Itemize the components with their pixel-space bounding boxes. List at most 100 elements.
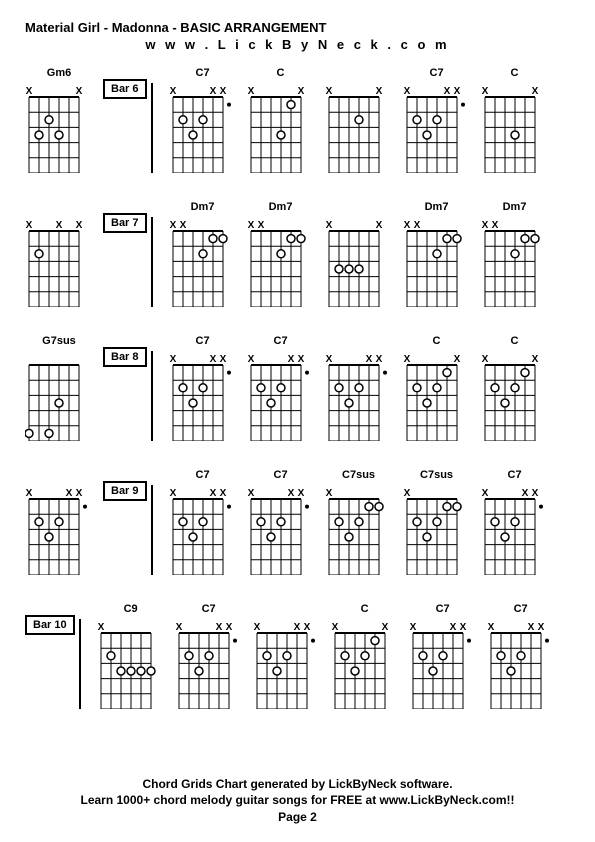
bar-line <box>79 619 81 709</box>
svg-text:X: X <box>26 220 33 231</box>
chord-row: XXXBar 9C7XXXC7XXXC7susXC7susXC7XXX <box>25 469 570 575</box>
chord-grid: XXX <box>247 485 315 575</box>
chord-box: CXX <box>481 67 549 173</box>
bar-label: Bar 9 <box>103 481 147 501</box>
svg-text:X: X <box>209 86 216 97</box>
chord-box: C7XXX <box>169 469 237 575</box>
bar-separator: Bar 6 <box>103 67 159 173</box>
chord-box: C XX <box>247 67 315 173</box>
chord-grid: XX <box>481 83 549 173</box>
svg-text:X: X <box>209 488 216 499</box>
chord-box: C7XXX <box>481 469 549 575</box>
svg-text:X: X <box>169 220 176 231</box>
chord-grid: XXX <box>253 619 321 709</box>
svg-text:X: X <box>76 86 83 97</box>
chord-name: C7sus <box>420 469 453 483</box>
svg-text:X: X <box>537 622 544 633</box>
chord-grid: XX <box>25 83 93 173</box>
chord-name: Dm7 <box>191 201 215 215</box>
svg-text:X: X <box>287 488 294 499</box>
bar-line <box>151 485 153 575</box>
chord-name: C7 <box>274 469 288 483</box>
chord-name: Dm7 <box>503 201 527 215</box>
chord-grid: XX <box>325 83 393 173</box>
svg-text:X: X <box>257 220 264 231</box>
chord-grid: XX <box>169 217 237 307</box>
chord-box: CXX <box>331 603 399 709</box>
song-title: Material Girl - Madonna - BASIC ARRANGEM… <box>25 20 570 35</box>
svg-text:X: X <box>527 622 534 633</box>
chord-grid: X <box>325 485 393 575</box>
svg-text:X: X <box>521 488 528 499</box>
svg-text:X: X <box>459 622 466 633</box>
chord-grid: XX <box>481 351 549 441</box>
svg-text:X: X <box>325 488 332 499</box>
svg-text:X: X <box>169 86 176 97</box>
svg-text:X: X <box>481 488 488 499</box>
svg-text:X: X <box>375 220 382 231</box>
chord-grid: X <box>403 485 471 575</box>
svg-text:X: X <box>97 622 104 633</box>
bar-separator: Bar 9 <box>103 469 159 575</box>
svg-text:X: X <box>293 622 300 633</box>
chord-box: XXX <box>325 335 393 441</box>
chord-grid: XXX <box>169 485 237 575</box>
chord-grid: XX <box>403 351 471 441</box>
svg-text:X: X <box>325 354 332 365</box>
svg-text:X: X <box>331 622 338 633</box>
chord-row: Bar 10C9XC7XXXXXXCXXC7XXXC7XXX <box>25 603 570 709</box>
chord-name: C <box>277 67 285 81</box>
chord-box: Dm7 XX <box>247 201 315 307</box>
svg-text:X: X <box>169 354 176 365</box>
chord-box: C7XXX <box>403 67 471 173</box>
bar-line <box>151 217 153 307</box>
svg-text:X: X <box>531 86 538 97</box>
chord-box: CXX <box>403 335 471 441</box>
svg-text:X: X <box>76 220 83 231</box>
chord-grid: XXX <box>25 217 93 307</box>
chord-box: XXX <box>253 603 321 709</box>
svg-text:X: X <box>169 488 176 499</box>
svg-text:X: X <box>325 220 332 231</box>
chord-box: C7sus X <box>325 469 393 575</box>
svg-text:X: X <box>219 488 226 499</box>
svg-text:X: X <box>491 220 498 231</box>
svg-text:X: X <box>179 220 186 231</box>
svg-text:X: X <box>219 354 226 365</box>
svg-text:X: X <box>375 86 382 97</box>
svg-text:X: X <box>481 86 488 97</box>
chord-name: C7sus <box>342 469 375 483</box>
chord-box: XXX <box>25 201 93 307</box>
svg-text:X: X <box>209 354 216 365</box>
svg-text:X: X <box>481 220 488 231</box>
svg-text:X: X <box>531 354 538 365</box>
chord-grid: XXX <box>169 83 237 173</box>
chord-name: C7 <box>196 335 210 349</box>
chord-grid <box>25 351 93 441</box>
chord-box: C7 XXX <box>247 469 315 575</box>
footer-line-2: Learn 1000+ chord melody guitar songs fo… <box>0 792 595 809</box>
chord-name: C7 <box>202 603 216 617</box>
chord-box: XXX <box>25 469 93 575</box>
chord-grid: XXX <box>169 351 237 441</box>
chord-grid: XXX <box>481 485 549 575</box>
chord-row: Gm6XXBar 6C7XXXCXXXXC7XXXCXX <box>25 67 570 173</box>
svg-text:X: X <box>413 220 420 231</box>
svg-text:X: X <box>303 622 310 633</box>
chord-name: Dm7 <box>269 201 293 215</box>
page-footer: Chord Grids Chart generated by LickByNec… <box>0 776 595 826</box>
footer-line-3: Page 2 <box>0 809 595 826</box>
chord-name: C7 <box>508 469 522 483</box>
chord-name: G7sus <box>42 335 76 349</box>
chord-grid: XX <box>325 217 393 307</box>
chord-grid: XXX <box>409 619 477 709</box>
chord-grid: XX <box>403 217 471 307</box>
svg-text:X: X <box>66 488 73 499</box>
svg-text:X: X <box>403 86 410 97</box>
chord-name: Dm7 <box>425 201 449 215</box>
chord-grid: XX <box>247 83 315 173</box>
svg-text:X: X <box>247 220 254 231</box>
chord-name: C7 <box>274 335 288 349</box>
svg-text:X: X <box>409 622 416 633</box>
chord-grid: XXX <box>487 619 555 709</box>
